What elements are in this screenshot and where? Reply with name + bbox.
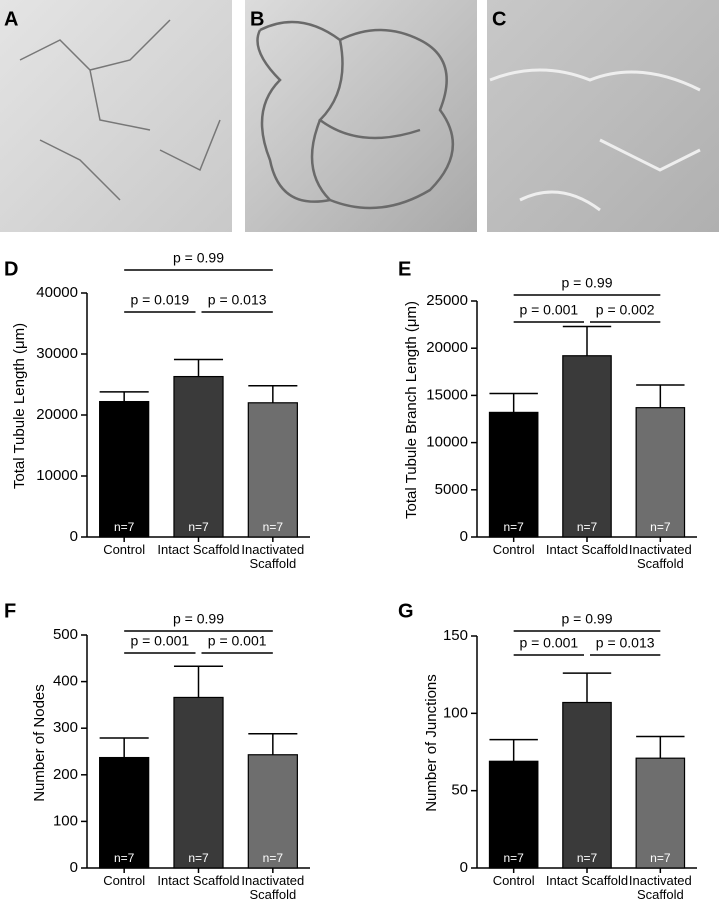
y-tick-label: 15000	[426, 386, 468, 403]
bar	[635, 407, 686, 538]
bar	[488, 760, 539, 869]
y-tick-label: 0	[460, 528, 468, 545]
x-tick-label: Intact Scaffold	[157, 542, 240, 557]
p-value: p = 0.002	[596, 302, 655, 318]
y-tick-label: 500	[53, 626, 78, 643]
y-axis-label: Number of Nodes	[31, 683, 48, 802]
y-tick-label: 20000	[426, 339, 468, 356]
y-tick-label: 400	[53, 673, 78, 690]
sample-label: n=7	[263, 520, 284, 534]
panel-label: F	[4, 600, 16, 622]
panel-label: C	[492, 8, 506, 30]
y-tick-label: 20000	[36, 406, 78, 423]
p-value: p = 0.019	[130, 292, 189, 308]
sample-label: n=7	[650, 520, 671, 534]
x-tick-label: Intact Scaffold	[545, 873, 629, 888]
bar	[247, 402, 298, 538]
y-tick-label: 150	[443, 627, 468, 644]
p-value: p = 0.99	[173, 250, 224, 266]
bar	[562, 355, 612, 538]
p-value: p = 0.99	[562, 611, 613, 627]
y-tick-label: 30000	[36, 345, 78, 362]
sample-label: n=7	[503, 520, 524, 534]
panel-label: G	[398, 600, 414, 622]
bar	[247, 754, 298, 869]
sample-label: n=7	[577, 851, 598, 865]
y-tick-label: 100	[443, 704, 468, 721]
x-tick-label: Intact Scaffold	[157, 873, 240, 888]
micrograph-a	[0, 0, 232, 232]
y-axis-label: Total Tubule Length (μm)	[11, 322, 28, 490]
x-tick-label: Control	[103, 542, 146, 557]
p-value: p = 0.001	[130, 633, 189, 649]
y-tick-label: 200	[53, 766, 78, 783]
sample-label: n=7	[114, 851, 135, 865]
y-tick-label: 0	[70, 528, 78, 545]
y-axis-label: Total Tubule Branch Length (μm)	[403, 301, 420, 519]
p-value: p = 0.99	[173, 611, 224, 627]
x-tick-label: Inactivated Scaffold	[628, 542, 692, 571]
sample-label: n=7	[263, 851, 284, 865]
sample-label: n=7	[188, 851, 209, 865]
sample-label: n=7	[577, 520, 598, 534]
sample-label: n=7	[650, 851, 671, 865]
x-tick-label: Inactivated Scaffold	[241, 873, 305, 902]
p-value: p = 0.001	[208, 633, 267, 649]
x-tick-label: Inactivated Scaffold	[241, 542, 305, 571]
panel-label: A	[4, 8, 18, 30]
p-value: p = 0.013	[596, 635, 655, 651]
micrograph-b	[245, 0, 477, 232]
x-tick-label: Control	[103, 873, 146, 888]
y-tick-label: 50	[451, 782, 468, 799]
sample-label: n=7	[188, 520, 209, 534]
bar	[562, 701, 612, 869]
p-value: p = 0.99	[562, 275, 613, 291]
sample-label: n=7	[503, 851, 524, 865]
p-value: p = 0.013	[208, 292, 267, 308]
panel-label: D	[4, 258, 18, 280]
p-value: p = 0.001	[519, 635, 578, 651]
bar	[173, 375, 224, 538]
y-tick-label: 25000	[426, 292, 468, 309]
y-axis-label: Number of Junctions	[423, 674, 440, 812]
panel-label: B	[250, 8, 264, 30]
bar	[173, 696, 224, 869]
y-tick-label: 300	[53, 719, 78, 736]
micrograph-c	[487, 0, 719, 232]
x-tick-label: Inactivated Scaffold	[628, 873, 692, 902]
y-tick-label: 10000	[36, 467, 78, 484]
sample-label: n=7	[114, 520, 135, 534]
bar	[488, 411, 539, 538]
y-tick-label: 5000	[435, 481, 468, 498]
y-tick-label: 0	[460, 859, 468, 876]
x-tick-label: Control	[492, 542, 535, 557]
y-tick-label: 100	[53, 812, 78, 829]
y-tick-label: 40000	[36, 284, 78, 301]
x-tick-label: Intact Scaffold	[545, 542, 629, 557]
bar	[99, 400, 150, 538]
y-tick-label: 10000	[426, 434, 468, 451]
bar	[99, 756, 150, 869]
panel-label: E	[398, 258, 411, 280]
p-value: p = 0.001	[519, 302, 578, 318]
y-tick-label: 0	[70, 859, 78, 876]
x-tick-label: Control	[492, 873, 535, 888]
